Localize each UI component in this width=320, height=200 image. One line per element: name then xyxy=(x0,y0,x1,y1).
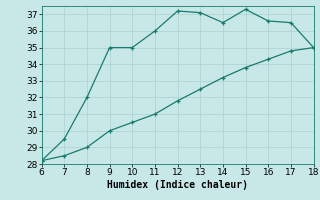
X-axis label: Humidex (Indice chaleur): Humidex (Indice chaleur) xyxy=(107,180,248,190)
